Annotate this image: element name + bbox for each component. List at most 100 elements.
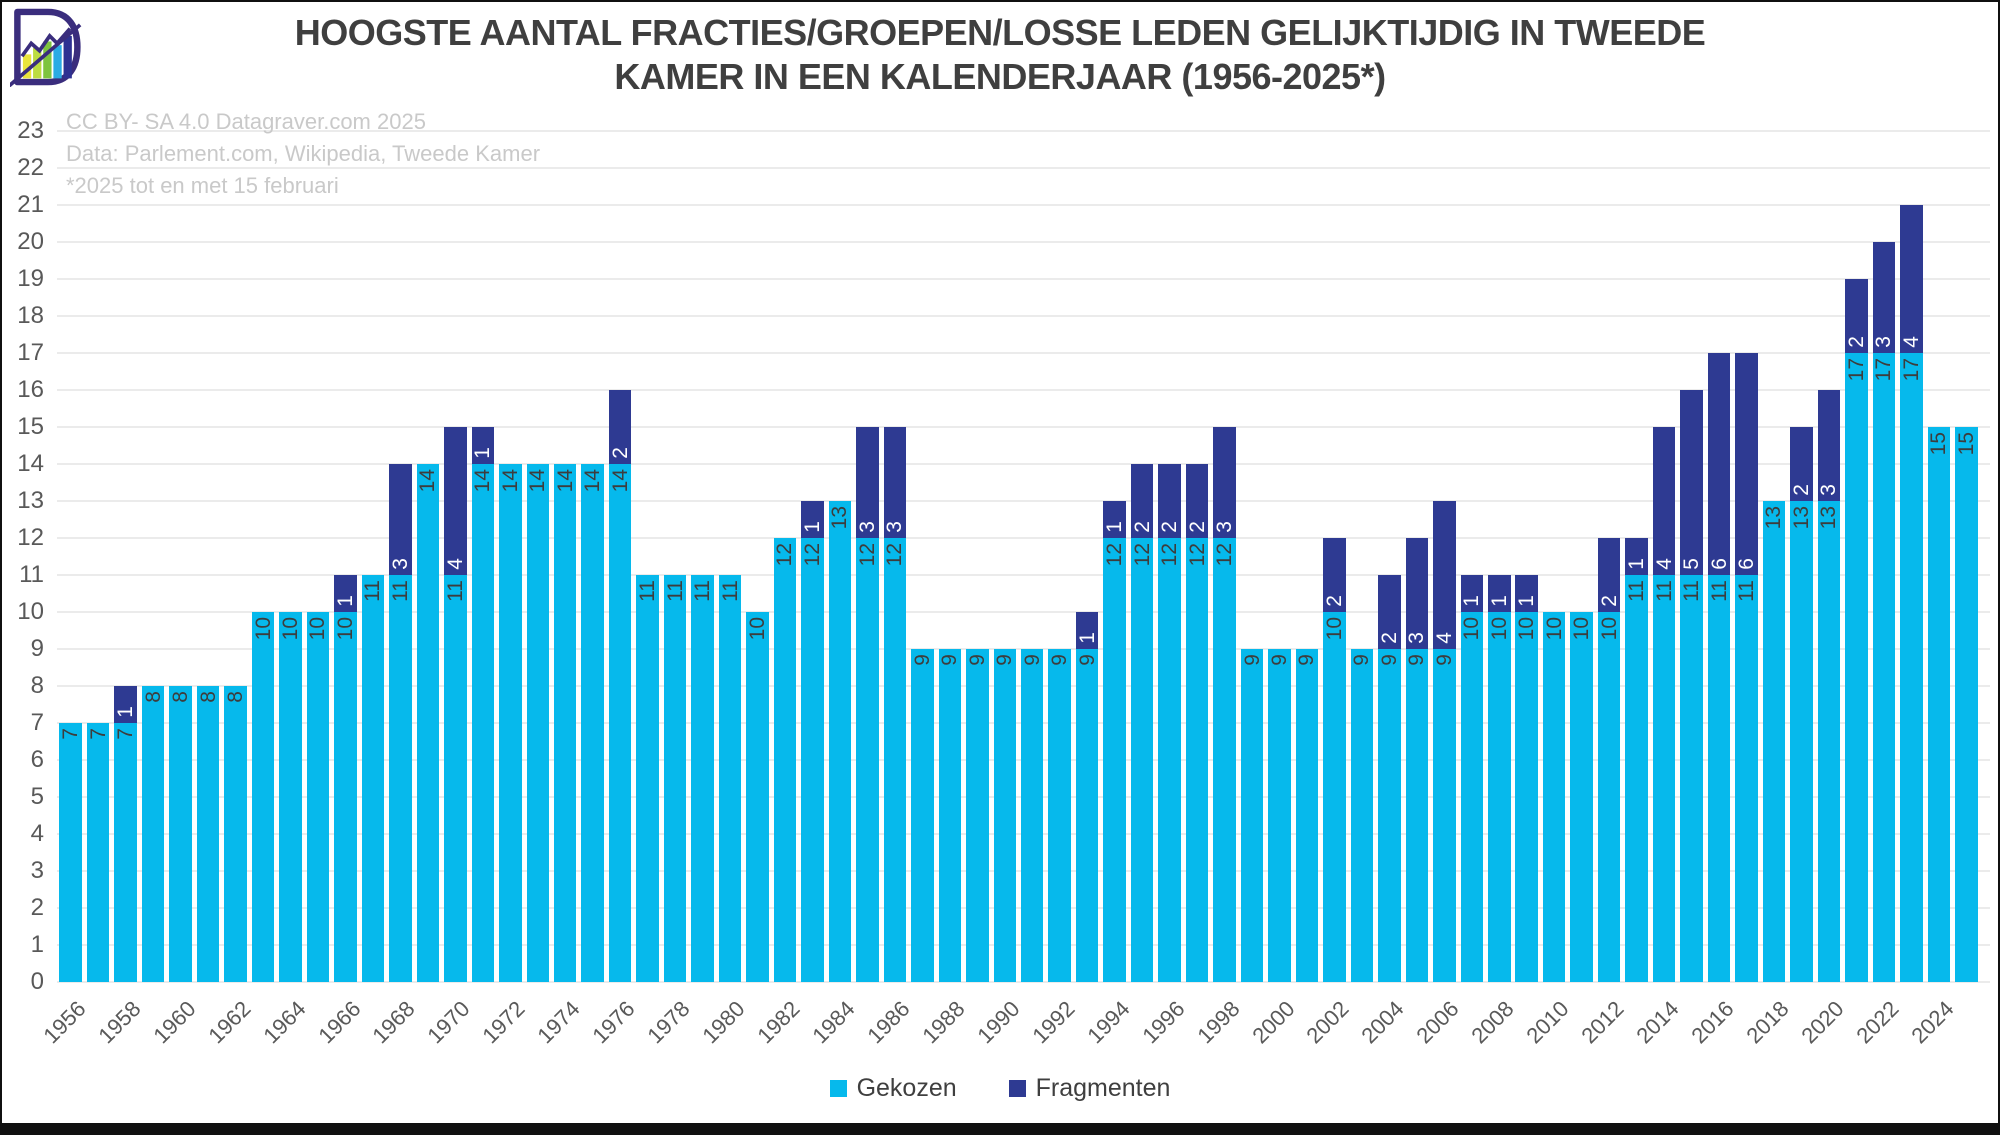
bar-segment-fragmenten-2013: 1 xyxy=(1625,538,1648,575)
gridline-14 xyxy=(57,463,1990,465)
gridline-10 xyxy=(57,611,1990,613)
bar-segment-gekozen-1976: 14 xyxy=(609,464,632,982)
bar-value-gekozen-1959: 8 xyxy=(141,691,165,703)
x-axis-tick-2002: 2002 xyxy=(1301,996,1355,1049)
x-axis-tick-2018: 2018 xyxy=(1741,996,1794,1049)
bar-value-gekozen-2009: 10 xyxy=(1515,617,1539,641)
y-axis-tick-5: 5 xyxy=(30,783,44,810)
x-axis-tick-1976: 1976 xyxy=(587,996,640,1049)
bar-segment-fragmenten-2007: 1 xyxy=(1460,575,1484,612)
bar-value-gekozen-1957: 7 xyxy=(86,728,110,740)
bar-value-gekozen-1985: 12 xyxy=(855,543,879,567)
x-axis-tick-1962: 1962 xyxy=(202,996,256,1049)
bar-segment-gekozen-1958: 7 xyxy=(114,723,137,982)
x-axis-tick-1978: 1978 xyxy=(642,996,695,1049)
bar-segment-gekozen-2012: 10 xyxy=(1598,612,1621,982)
bar-value-gekozen-1966: 10 xyxy=(333,617,357,641)
bar-segment-gekozen-1993: 9 xyxy=(1076,649,1099,982)
bar-segment-gekozen-1984: 13 xyxy=(828,501,852,982)
bar-value-gekozen-1989: 9 xyxy=(965,654,989,666)
bar-segment-gekozen-1979: 11 xyxy=(691,575,714,982)
y-axis-tick-13: 13 xyxy=(17,487,44,514)
bar-segment-gekozen-2013: 11 xyxy=(1625,575,1648,982)
bar-value-fragmenten-1995: 2 xyxy=(1130,521,1154,533)
bar-segment-gekozen-2011: 10 xyxy=(1570,612,1593,982)
bar-value-fragmenten-1970: 4 xyxy=(443,558,467,570)
bar-value-fragmenten-1966: 1 xyxy=(333,595,357,607)
bar-value-gekozen-1982: 12 xyxy=(773,543,797,567)
y-axis-tick-16: 16 xyxy=(17,376,44,403)
legend-item-fragmenten: Fragmenten xyxy=(1008,1073,1171,1103)
bar-value-gekozen-2000: 9 xyxy=(1267,654,1291,666)
x-axis-tick-1986: 1986 xyxy=(862,996,915,1049)
bar-segment-fragmenten-1993: 1 xyxy=(1076,612,1099,649)
bar-value-gekozen-1970: 11 xyxy=(443,580,467,602)
bar-segment-gekozen-2003: 9 xyxy=(1350,649,1373,982)
gridline-23 xyxy=(57,130,1990,132)
bar-segment-gekozen-2016: 11 xyxy=(1708,575,1731,982)
bar-segment-gekozen-1964: 10 xyxy=(279,612,302,982)
bar-value-gekozen-1984: 13 xyxy=(828,506,852,530)
y-axis-tick-15: 15 xyxy=(17,413,44,440)
bar-value-gekozen-2010: 10 xyxy=(1542,617,1566,641)
bar-segment-fragmenten-2002: 2 xyxy=(1323,538,1346,612)
bar-value-gekozen-2017: 11 xyxy=(1734,580,1758,602)
bar-segment-fragmenten-1996: 2 xyxy=(1158,464,1181,538)
bar-value-fragmenten-1997: 2 xyxy=(1185,521,1209,533)
page-title-line2: KAMER IN EEN KALENDERJAAR (1956-2025*) xyxy=(614,56,1386,97)
bar-value-gekozen-2025: 15 xyxy=(1954,432,1978,456)
gridline-20 xyxy=(57,241,1990,243)
x-axis-tick-1970: 1970 xyxy=(422,996,476,1049)
bar-value-fragmenten-2007: 1 xyxy=(1460,595,1484,607)
bar-segment-gekozen-2005: 9 xyxy=(1405,649,1428,982)
bar-segment-gekozen-1977: 11 xyxy=(636,575,659,982)
bar-value-fragmenten-2012: 2 xyxy=(1597,595,1621,607)
bar-value-fragmenten-2002: 2 xyxy=(1322,595,1346,607)
x-axis-tick-2024: 2024 xyxy=(1906,996,1959,1049)
fragmenten-legend-label: Fragmenten xyxy=(1035,1073,1171,1102)
bar-segment-gekozen-1978: 11 xyxy=(664,575,687,982)
bar-value-fragmenten-2014: 4 xyxy=(1652,558,1676,570)
bar-value-gekozen-2022: 17 xyxy=(1872,358,1896,382)
y-axis-tick-2: 2 xyxy=(30,894,44,921)
y-axis-tick-20: 20 xyxy=(17,228,44,255)
bar-value-gekozen-1998: 12 xyxy=(1213,543,1237,567)
bar-value-gekozen-2012: 10 xyxy=(1597,617,1621,641)
bar-value-gekozen-2013: 11 xyxy=(1625,580,1649,602)
x-axis-tick-2012: 2012 xyxy=(1576,996,1629,1049)
bar-segment-fragmenten-1970: 4 xyxy=(444,427,467,575)
bar-segment-fragmenten-2022: 3 xyxy=(1872,242,1896,353)
bar-value-gekozen-1964: 10 xyxy=(279,617,302,641)
y-axis-tick-8: 8 xyxy=(30,672,44,699)
y-axis-tick-12: 12 xyxy=(17,524,44,551)
bar-value-gekozen-1975: 14 xyxy=(581,469,605,493)
bar-segment-fragmenten-1983: 1 xyxy=(801,501,824,538)
bar-value-fragmenten-1968: 3 xyxy=(388,558,412,570)
datagraver-logo xyxy=(10,8,82,87)
x-axis-tick-1988: 1988 xyxy=(917,996,970,1049)
y-axis-tick-21: 21 xyxy=(17,191,44,218)
bar-value-gekozen-1979: 11 xyxy=(691,580,715,602)
bar-segment-fragmenten-2015: 5 xyxy=(1680,390,1703,575)
y-axis-tick-9: 9 xyxy=(30,635,44,662)
bar-segment-gekozen-2017: 11 xyxy=(1735,575,1758,982)
bar-value-gekozen-2008: 10 xyxy=(1487,617,1511,641)
bar-value-fragmenten-2016: 6 xyxy=(1707,558,1731,570)
bar-segment-fragmenten-1966: 1 xyxy=(334,575,357,612)
bar-value-fragmenten-1996: 2 xyxy=(1158,521,1182,533)
bar-segment-gekozen-2023: 17 xyxy=(1900,353,1923,982)
bar-segment-gekozen-1991: 9 xyxy=(1021,649,1044,982)
bar-segment-fragmenten-2006: 4 xyxy=(1433,501,1456,649)
bar-value-fragmenten-2022: 3 xyxy=(1872,336,1896,348)
y-axis-tick-18: 18 xyxy=(17,302,44,329)
bar-segment-gekozen-1968: 11 xyxy=(389,575,412,982)
page-title: HOOGSTE AANTAL FRACTIES/GROEPEN/LOSSE LE… xyxy=(2,11,1998,99)
bar-value-gekozen-2001: 9 xyxy=(1295,654,1319,666)
bar-value-fragmenten-2009: 1 xyxy=(1515,595,1539,607)
x-axis-tick-1994: 1994 xyxy=(1082,996,1135,1049)
bar-value-gekozen-1956: 7 xyxy=(59,728,83,740)
x-axis-tick-1998: 1998 xyxy=(1191,996,1245,1049)
bar-segment-gekozen-2015: 11 xyxy=(1680,575,1703,982)
bar-segment-gekozen-2001: 9 xyxy=(1295,649,1319,982)
